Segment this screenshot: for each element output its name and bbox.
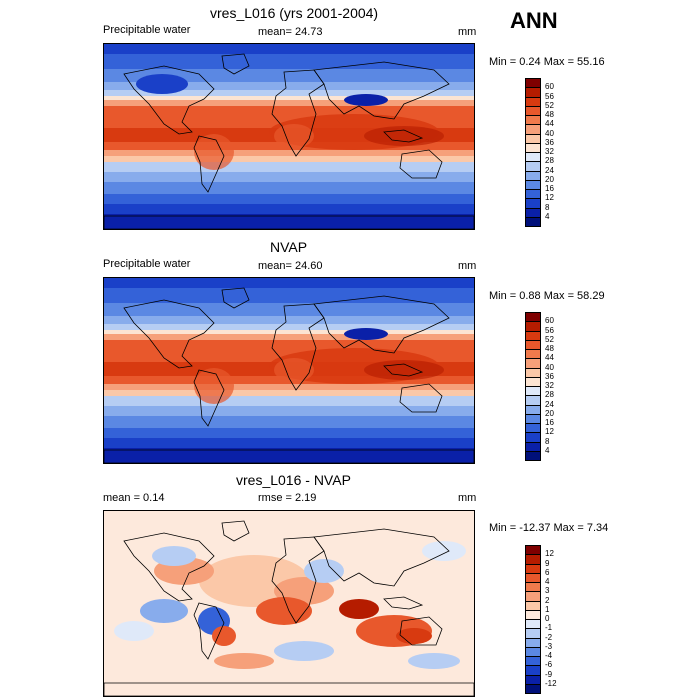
colorbar-tick-label: 32	[545, 381, 554, 390]
panel-2-mean-label: mean= 24.60	[258, 260, 323, 272]
colorbar-tick-label: 56	[545, 91, 554, 101]
colorbar-tick-label: 16	[545, 418, 554, 427]
colorbar-tick-label: 24	[545, 399, 554, 409]
panel-1-colorbar: 60 56 52 48 44 40 36 32 28 24 20 16 12 8 4	[525, 78, 575, 227]
colorbar-tick-label: 24	[545, 165, 554, 175]
colorbar-tick-label: 0	[545, 614, 550, 623]
panel-3-minmax-label: Min = -12.37 Max = 7.34	[489, 522, 609, 534]
colorbar-tick-label: 28	[545, 156, 554, 166]
panel-3-title: vres_L016 - NVAP	[236, 472, 351, 488]
colorbar-tick-label: 28	[545, 390, 554, 400]
panel-3-mean-label: mean = 0.14	[103, 492, 165, 504]
panel-1-units-label: mm	[458, 26, 477, 38]
colorbar-tick-label: 12	[545, 427, 554, 437]
map-field	[104, 44, 474, 229]
colorbar-tick-label: 56	[545, 325, 554, 335]
panel-3-rmse-label: rmse = 2.19	[258, 492, 317, 504]
colorbar-tick-label: 40	[545, 128, 554, 138]
panel-2-variable-label: Precipitable water	[103, 258, 191, 270]
panel-2-map	[103, 277, 475, 464]
colorbar-tick-label: -2	[545, 632, 553, 642]
colorbar-tick-label: 12	[545, 549, 554, 559]
colorbar-tick-label: -1	[545, 623, 553, 633]
colorbar-swatch	[525, 683, 541, 694]
panel-1-variable-label: Precipitable water	[103, 24, 191, 36]
colorbar-tick-label: 9	[545, 558, 550, 568]
colorbar-tick-label: 48	[545, 110, 554, 119]
colorbar-tick-label: 4	[545, 211, 550, 221]
panel-3-units-label: mm	[458, 492, 477, 504]
colorbar-tick-label: 32	[545, 147, 554, 156]
colorbar-tick-label: 48	[545, 344, 554, 353]
colorbar-swatch	[525, 216, 541, 227]
colorbar-tick-label: 60	[545, 316, 554, 326]
colorbar-tick-label: 52	[545, 100, 554, 110]
colorbar-tick-label: -4	[545, 651, 553, 660]
panel-1-title: vres_L016 (yrs 2001-2004)	[210, 5, 379, 21]
panel-1-minmax-label: Min = 0.24 Max = 55.16	[489, 56, 605, 68]
panel-1-map	[103, 43, 475, 230]
panel-2-colorbar: 60 56 52 48 44 40 36 32 28 24 20 16 12 8 4	[525, 312, 575, 461]
colorbar-tick-label: -6	[545, 660, 553, 670]
colorbar-tick-label: 6	[545, 567, 550, 577]
panel-2-units-label: mm	[458, 260, 477, 272]
panel-1-mean-label: mean= 24.73	[258, 26, 323, 38]
colorbar-tick-label: 8	[545, 202, 550, 212]
colorbar-tick-label: 12	[545, 193, 554, 203]
colorbar-tick-label: 2	[545, 595, 550, 605]
colorbar-tick-label: 20	[545, 174, 554, 184]
colorbar-tick-label: 20	[545, 408, 554, 418]
colorbar-tick-label: 36	[545, 371, 554, 381]
colorbar-tick-label: -9	[545, 669, 553, 679]
colorbar-tick-label: 4	[545, 445, 550, 455]
colorbar-tick-label: 16	[545, 184, 554, 193]
colorbar-tick-label: 36	[545, 137, 554, 147]
map-field	[104, 511, 474, 696]
colorbar-tick-label: -12	[545, 678, 557, 688]
colorbar-tick-label: -3	[545, 641, 553, 651]
colorbar-tick-label: 44	[545, 353, 554, 363]
colorbar-tick-label: 3	[545, 586, 550, 596]
colorbar-tick-label: 4	[545, 577, 550, 586]
panel-3-map	[103, 510, 475, 697]
colorbar-tick-label: 8	[545, 436, 550, 446]
panel-2-minmax-label: Min = 0.88 Max = 58.29	[489, 290, 605, 302]
colorbar-tick-label: 40	[545, 362, 554, 372]
season-label: ANN	[510, 8, 558, 33]
colorbar-tick-label: 44	[545, 119, 554, 129]
panel-2-title: NVAP	[270, 239, 308, 255]
map-field	[104, 278, 474, 463]
colorbar-tick-label: 52	[545, 334, 554, 344]
panel-3-colorbar: 12 9 6 4 3 2 1 0 -1 -2 -3 -4 -6 -9 -12	[525, 545, 575, 694]
colorbar-tick-label: 60	[545, 82, 554, 92]
colorbar-swatch	[525, 450, 541, 461]
colorbar-tick-label: 1	[545, 604, 550, 614]
